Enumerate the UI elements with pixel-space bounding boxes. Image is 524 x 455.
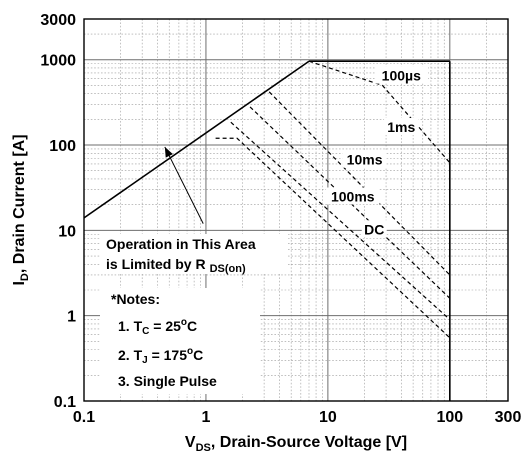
curves — [83, 60, 451, 401]
series-line-dc — [215, 137, 451, 339]
x-axis-title: VDS, Drain-Source Voltage [V] — [185, 434, 407, 454]
annotation-line-2: is Limited by R DS(on) — [106, 256, 246, 275]
y-tick-label: 1000 — [40, 53, 76, 70]
y-tick-label: 3000 — [40, 12, 76, 29]
x-tick-label: 300 — [495, 409, 522, 426]
y-tick-label: 0.1 — [54, 394, 76, 411]
y-tick-label: 1 — [67, 309, 76, 326]
curve-label: 10ms — [347, 152, 383, 168]
y-axis-title: ID, Drain Current [A] — [11, 134, 31, 285]
y-tick-label: 100 — [49, 138, 76, 155]
curve-label: 100ms — [331, 188, 375, 204]
tick-labels: 0.1 1 10 100 300 0.1 1 10 100 1000 3000 — [40, 12, 521, 426]
annotation-arrow — [164, 146, 204, 224]
annotation-line-1: Operation in This Area — [106, 236, 256, 252]
curve-labels: 100µs 1ms 10ms 100ms DC — [326, 66, 429, 238]
plot-frame — [83, 18, 509, 402]
note-2: 2. TJ = 175oC — [118, 346, 203, 366]
curve-label-bg — [374, 66, 429, 84]
series-line-rdsonlimit — [83, 60, 310, 219]
notes-title: *Notes: — [111, 291, 160, 307]
annotation-bg — [100, 234, 288, 274]
x-tick-label: 0.1 — [73, 409, 95, 426]
series-line-1ms — [268, 91, 451, 276]
note-3: 3. Single Pulse — [118, 373, 217, 389]
curve-label: 100µs — [382, 68, 421, 84]
grid — [84, 19, 508, 401]
curve-label-bg — [342, 150, 387, 168]
y-tick-label: 10 — [58, 223, 76, 240]
x-tick-label: 1 — [201, 409, 210, 426]
x-tick-label: 10 — [319, 409, 337, 426]
note-1: 1. TC = 25oC — [118, 317, 197, 337]
x-tick-label: 100 — [436, 409, 463, 426]
curve-label-bg — [326, 187, 380, 205]
annotation-arrow-head — [164, 146, 173, 158]
curve-label: 1ms — [387, 119, 415, 135]
series-line-100s — [308, 60, 451, 164]
notes-bg — [100, 288, 260, 394]
curve-label: DC — [364, 221, 384, 237]
curve-label-bg — [384, 118, 419, 136]
series-line-100ms — [230, 121, 451, 321]
curve-label-bg — [361, 220, 387, 238]
